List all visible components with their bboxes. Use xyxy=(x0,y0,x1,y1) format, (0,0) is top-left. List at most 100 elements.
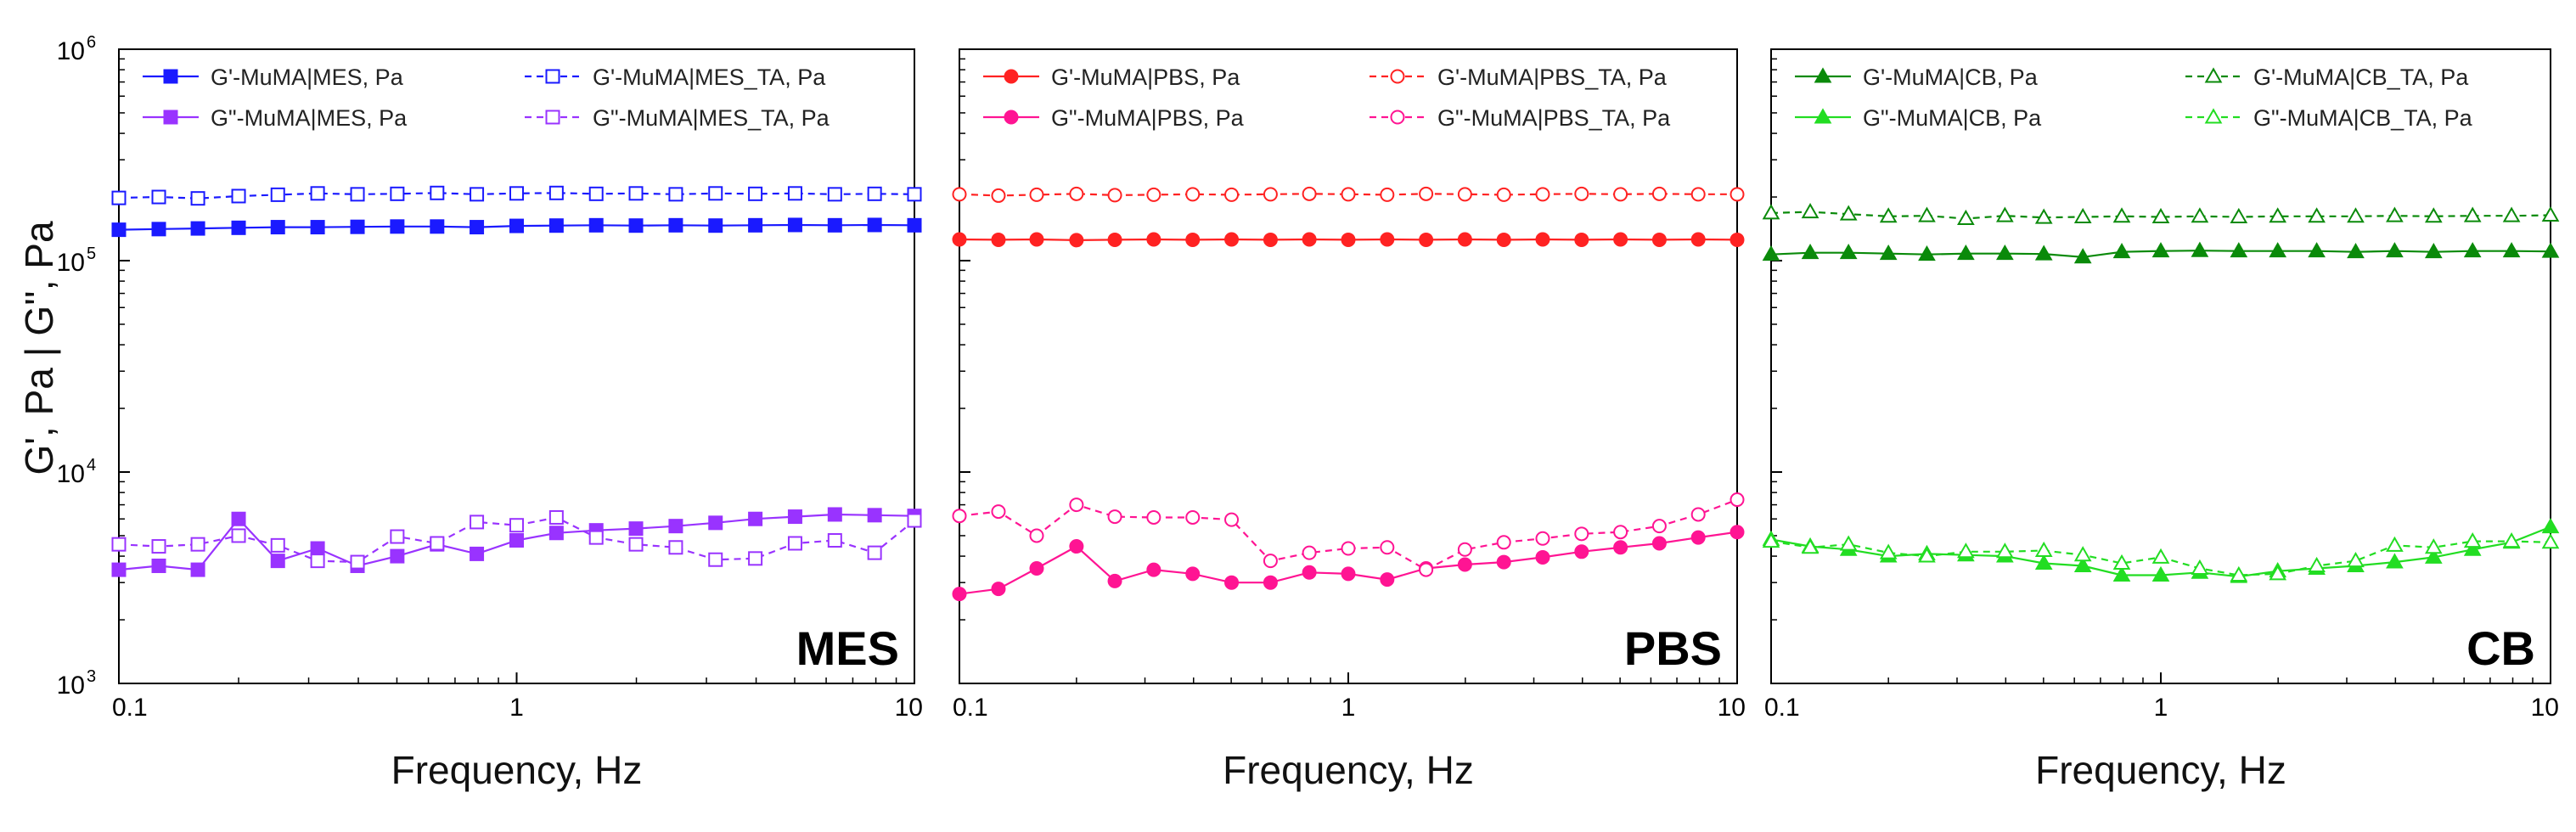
legend-item: G"-MuMA|MES, Pa xyxy=(143,105,408,131)
legend-marker xyxy=(163,110,178,125)
legend-item: G'-MuMA|PBS_TA, Pa xyxy=(1370,65,1668,90)
data-point xyxy=(2073,248,2092,264)
data-point xyxy=(2308,207,2326,223)
x-tick-label: 1 xyxy=(2154,694,2168,722)
data-point xyxy=(111,222,127,238)
data-point xyxy=(668,519,683,534)
data-point xyxy=(1107,232,1122,247)
panel-label: PBS xyxy=(1624,621,1722,675)
data-point xyxy=(2541,205,2560,222)
data-point xyxy=(952,587,967,602)
data-point xyxy=(1146,509,1161,525)
legend-marker xyxy=(1814,108,1832,124)
data-point xyxy=(310,541,325,556)
data-point xyxy=(2230,565,2248,582)
data-point xyxy=(628,218,644,233)
data-point xyxy=(470,546,485,561)
data-point xyxy=(827,507,842,522)
legend-label: G'-MuMA|CB_TA, Pa xyxy=(2253,65,2469,90)
data-point xyxy=(1029,561,1044,576)
data-point xyxy=(1457,542,1472,557)
legend-item: G"-MuMA|MES_TA, Pa xyxy=(525,105,830,131)
data-point xyxy=(470,220,485,235)
data-point xyxy=(748,186,763,201)
data-point xyxy=(2502,532,2521,548)
data-point xyxy=(1224,512,1240,527)
data-point xyxy=(2308,556,2326,572)
panel-cb: 0.1 1 10 Frequency, Hz CB G'-MuMA|CB, Pa G'-Mu… xyxy=(1762,48,2560,792)
data-point xyxy=(668,187,683,202)
data-point xyxy=(1879,543,1898,559)
data-point xyxy=(231,528,246,543)
data-point xyxy=(1730,187,1745,202)
data-point xyxy=(1651,186,1667,201)
data-point xyxy=(1995,206,2014,222)
series-line xyxy=(959,193,1737,197)
legend-item: G'-MuMA|CB, Pa xyxy=(1795,65,2039,90)
panel-label: CB xyxy=(2466,621,2535,675)
data-point xyxy=(1730,492,1745,508)
data-point xyxy=(310,220,325,235)
data-point xyxy=(1185,566,1201,582)
data-point xyxy=(1380,540,1395,555)
data-point xyxy=(787,217,802,233)
x-tick-label: 0.1 xyxy=(112,694,148,722)
legend-marker xyxy=(1390,69,1405,84)
data-point xyxy=(2151,207,2170,223)
data-point xyxy=(111,537,127,552)
data-point xyxy=(1535,232,1550,247)
data-point xyxy=(1029,528,1044,543)
data-point xyxy=(548,185,564,200)
data-point xyxy=(1263,232,1278,247)
data-point xyxy=(2424,207,2443,223)
series-g-muma-mes-ta-pa xyxy=(111,185,922,206)
data-point xyxy=(748,217,763,233)
data-point xyxy=(390,186,405,201)
legend-label: G'-MuMA|MES_TA, Pa xyxy=(593,65,826,90)
data-point xyxy=(509,218,524,233)
plot-frame xyxy=(1770,48,2551,684)
data-point xyxy=(1263,187,1278,202)
data-point xyxy=(991,188,1006,203)
data-point xyxy=(2230,207,2248,223)
legend-item: G'-MuMA|PBS, Pa xyxy=(983,65,1240,90)
data-point xyxy=(748,511,763,526)
data-point xyxy=(1651,519,1667,534)
data-point xyxy=(748,551,763,566)
data-point xyxy=(1801,202,1820,219)
series-g-muma-pbs-pa xyxy=(952,232,1745,248)
series-g-muma-pbs-ta-pa xyxy=(952,492,1745,577)
data-point xyxy=(190,191,205,206)
panel-label: MES xyxy=(796,621,899,675)
legend-item: G'-MuMA|CB_TA, Pa xyxy=(2185,65,2469,90)
data-point xyxy=(1496,554,1511,570)
data-point xyxy=(1224,575,1240,590)
data-point xyxy=(1651,536,1667,551)
data-point xyxy=(1839,205,1858,221)
data-point xyxy=(2463,242,2482,258)
data-point xyxy=(1457,232,1472,247)
data-point xyxy=(1341,232,1356,247)
data-point xyxy=(470,187,485,202)
x-axis-title: Frequency, Hz xyxy=(391,748,643,792)
data-point xyxy=(1918,245,1936,261)
data-point xyxy=(907,217,922,233)
data-point xyxy=(1995,542,2014,559)
data-point xyxy=(991,232,1006,247)
data-point xyxy=(1995,245,2014,261)
data-point xyxy=(2541,533,2560,549)
data-point xyxy=(907,187,922,202)
data-point xyxy=(2112,207,2131,223)
legend-marker xyxy=(545,110,560,125)
data-point xyxy=(2347,551,2365,568)
panel-pbs: 0.1 1 10 Frequency, Hz PBS G'-MuMA|PBS, Pa G'-… xyxy=(952,48,1746,792)
data-point xyxy=(1457,557,1472,572)
data-point xyxy=(867,545,882,560)
data-point xyxy=(1690,507,1706,522)
data-point xyxy=(1380,187,1395,202)
data-point xyxy=(2269,207,2287,223)
plot-frame xyxy=(959,48,1738,684)
data-point xyxy=(1419,186,1434,201)
data-point xyxy=(1613,232,1628,247)
